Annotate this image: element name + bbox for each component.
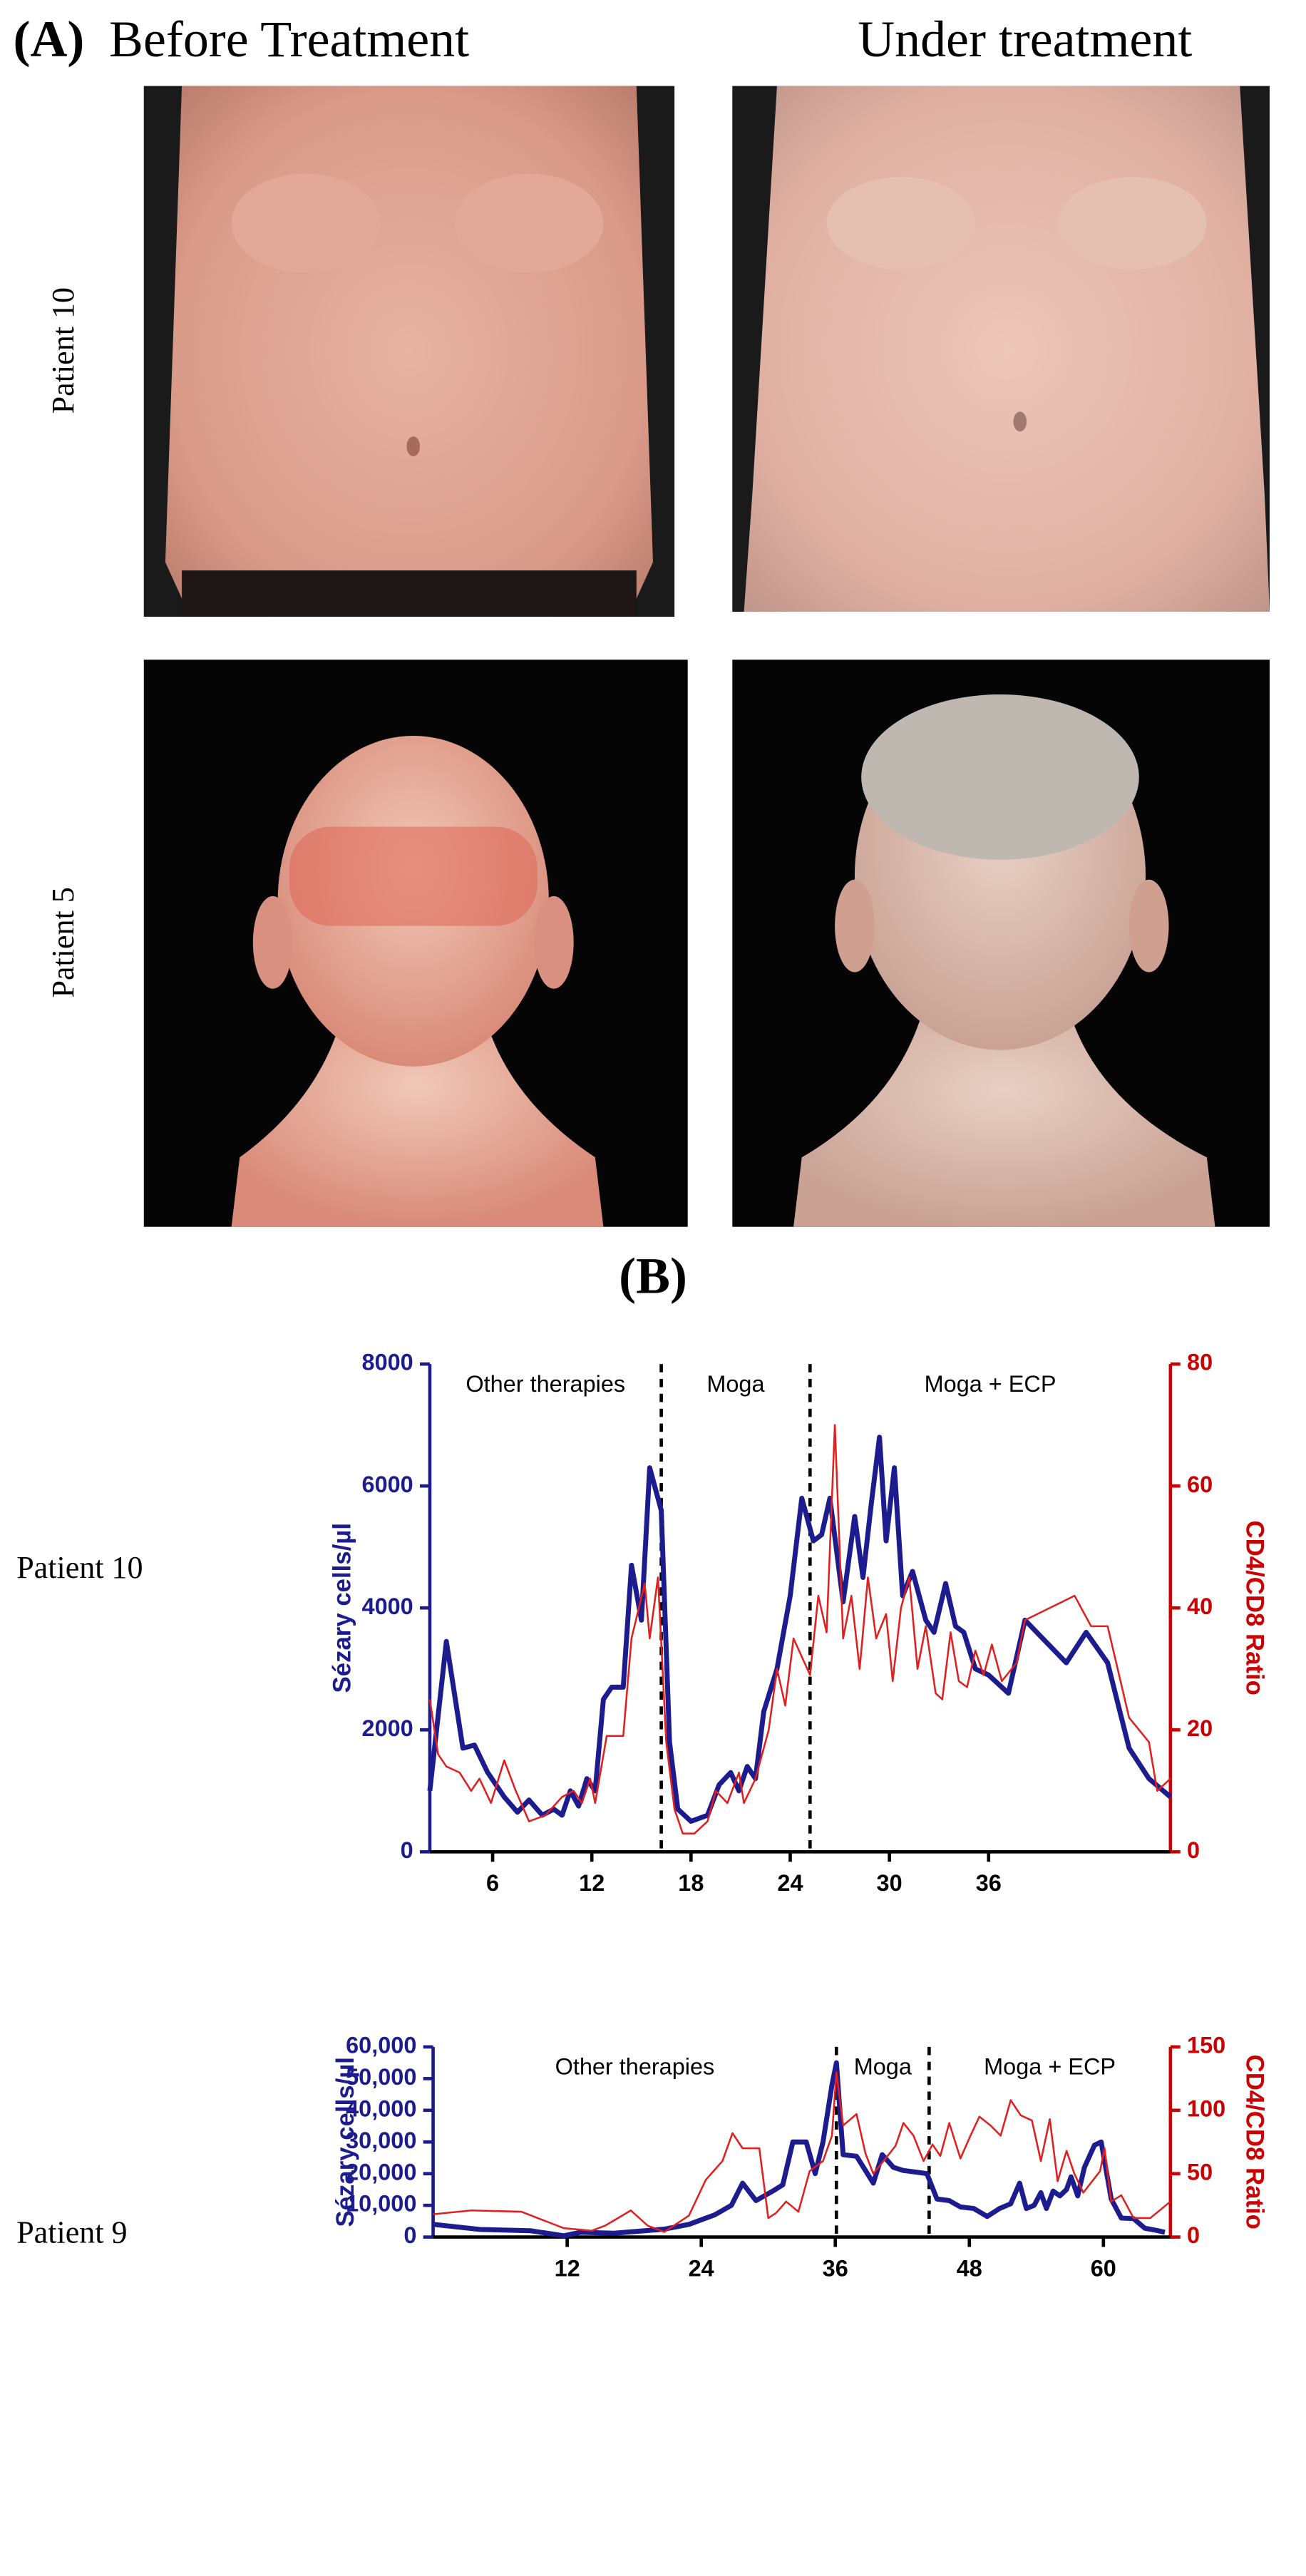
y2-tick-label: 150: [1187, 2032, 1225, 2058]
phase-label: Other therapies: [466, 1371, 625, 1397]
y2-tick-label: 40: [1187, 1594, 1213, 1619]
x-tick-label: 36: [976, 1870, 1002, 1896]
phase-label: Moga: [854, 2054, 912, 2080]
y2-axis-label: CD4/CD8 Ratio: [1241, 1521, 1268, 1695]
y-tick-label: 20,000: [346, 2159, 416, 2185]
x-tick-label: 30: [877, 1870, 903, 1896]
y2-tick-label: 100: [1187, 2095, 1225, 2121]
y-tick-label: 40,000: [346, 2095, 416, 2121]
column-title: Under treatment: [858, 11, 1192, 68]
y2-tick-label: 80: [1187, 1350, 1213, 1375]
y2-tick-label: 0: [1187, 1837, 1200, 1863]
y-tick-label: 30,000: [346, 2128, 416, 2153]
y2-tick-label: 20: [1187, 1715, 1213, 1741]
y-tick-label: 2000: [362, 1715, 413, 1741]
x-tick-label: 6: [486, 1870, 499, 1896]
photo-before-p5: [143, 660, 688, 1227]
x-tick-label: 12: [555, 2256, 580, 2282]
chart-row-label: Patient 9: [16, 2215, 127, 2249]
series-line: [427, 1435, 1173, 1824]
y-tick-label: 0: [403, 2222, 416, 2248]
y-axis-label: Sézary cells/µl: [329, 1523, 356, 1693]
photo-under-p5: [732, 660, 1270, 1227]
y-tick-label: 10,000: [346, 2191, 416, 2217]
y-tick-label: 8000: [362, 1350, 413, 1375]
series-line: [433, 2060, 1166, 2239]
y-axis-label: Sézary cells/µl: [332, 2057, 359, 2227]
y-tick-label: 6000: [362, 1472, 413, 1497]
y2-tick-label: 0: [1187, 2222, 1200, 2248]
y-tick-label: 50,000: [346, 2064, 416, 2090]
x-tick-label: 12: [579, 1870, 605, 1896]
phase-label: Moga: [706, 1371, 765, 1397]
y2-tick-label: 60: [1187, 1472, 1213, 1497]
x-tick-label: 48: [957, 2256, 982, 2282]
phase-label: Moga + ECP: [925, 1371, 1056, 1397]
series-line: [428, 1424, 1171, 1834]
photo-under-p10: [732, 86, 1270, 612]
y-tick-label: 60,000: [346, 2032, 416, 2058]
y2-tick-label: 50: [1187, 2159, 1213, 2185]
row-label: Patient 10: [46, 287, 81, 414]
x-tick-label: 36: [823, 2256, 848, 2282]
series-line: [433, 2071, 1171, 2233]
photo-before-p10: [143, 86, 675, 617]
panel-b-label: (B): [619, 1248, 687, 1305]
x-tick-label: 24: [777, 1870, 803, 1896]
y-tick-label: 4000: [362, 1594, 413, 1619]
x-tick-label: 18: [678, 1870, 704, 1896]
phase-label: Moga + ECP: [984, 2054, 1116, 2080]
panel-a-label: (A): [14, 11, 85, 68]
x-tick-label: 60: [1091, 2256, 1116, 2282]
y2-axis-label: CD4/CD8 Ratio: [1241, 2055, 1268, 2229]
column-title: Before Treatment: [109, 11, 469, 68]
chart-row-label: Patient 10: [16, 1550, 143, 1585]
row-label: Patient 5: [46, 887, 81, 997]
x-tick-label: 24: [689, 2256, 714, 2282]
y-tick-label: 0: [401, 1837, 413, 1863]
phase-label: Other therapies: [555, 2054, 715, 2080]
